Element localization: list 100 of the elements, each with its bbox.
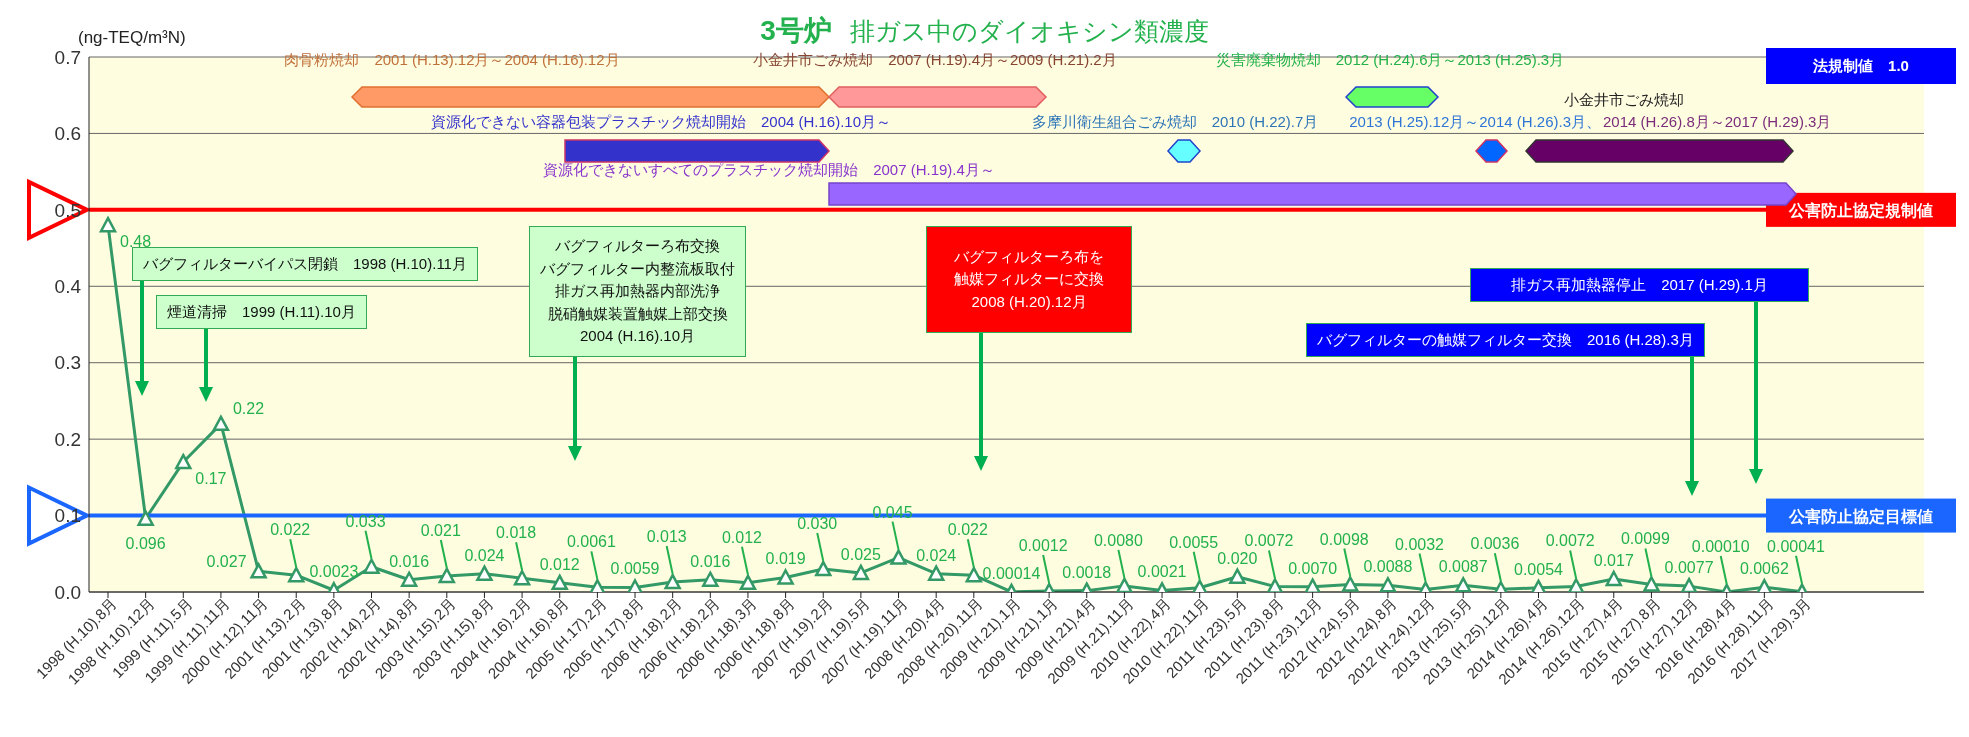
point <box>287 566 305 583</box>
y-tick-label: 0.2 <box>54 428 81 450</box>
data-label: 0.00014 <box>982 564 1041 582</box>
point <box>1567 578 1585 592</box>
ref-line-label: 公害防止協定規制値 <box>1788 200 1933 219</box>
point <box>1756 579 1773 592</box>
point <box>1680 577 1698 592</box>
note-box: バグフィルターろ布を 触媒フィルターに交換 2008 (H.20).12月 <box>926 226 1132 333</box>
data-label: 0.0059 <box>610 560 660 578</box>
point <box>852 564 870 581</box>
chart-title: 3号炉 排ガス中のダイオキシン類濃度 <box>760 15 1209 46</box>
data-label: 0.012 <box>721 528 763 546</box>
data-label: 0.025 <box>840 545 882 563</box>
y-tick-label: 0.4 <box>54 276 82 298</box>
point <box>965 566 983 583</box>
point <box>702 571 719 588</box>
y-axis-title: (ng-TEQ/m³N) <box>78 28 186 48</box>
data-label: 0.17 <box>195 470 227 488</box>
y-tick-label: 0.1 <box>54 505 81 527</box>
data-label: 0.00010 <box>1691 537 1750 555</box>
note-box: 法規制値 1.0 <box>1766 48 1956 84</box>
data-label: 0.019 <box>765 550 806 568</box>
annotation: 排ガス再加熱器内部洗浄 <box>555 281 720 302</box>
annotation: 肉骨粉焼却 2001 (H.13).12月～2004 (H.16).12月 <box>284 50 620 70</box>
point <box>664 573 681 590</box>
annotation: 脱硝触媒装置触媒上部交換 <box>547 303 728 324</box>
point <box>1454 577 1472 592</box>
data-label: 0.0032 <box>1395 535 1445 553</box>
annotation: 多摩川衛生組合ごみ焼却 2010 (H.22).7月 <box>1031 112 1319 132</box>
point <box>137 510 154 526</box>
point <box>175 453 192 470</box>
data-label: 0.0098 <box>1319 530 1369 548</box>
data-label: 0.012 <box>539 555 580 573</box>
point <box>551 574 568 591</box>
data-label: 0.0080 <box>1093 531 1143 549</box>
data-label: 0.0036 <box>1470 535 1520 553</box>
data-label: 0.0023 <box>309 563 359 581</box>
annotation: バグフィルター内整流板取付 <box>540 258 735 279</box>
point <box>1342 576 1359 592</box>
y-tick-label: 0.3 <box>54 352 81 374</box>
data-label: 0.00041 <box>1767 537 1826 555</box>
note-box: バグフィルターの触媒フィルター交換 2016 (H.28).3月 <box>1306 323 1705 357</box>
data-label: 0.0012 <box>1018 537 1068 555</box>
point <box>1379 577 1397 592</box>
annotation: 法規制値 1.0 <box>1813 55 1909 76</box>
point <box>1266 578 1284 592</box>
y-tick-label: 0.5 <box>54 199 81 221</box>
data-label: 0.016 <box>690 552 731 570</box>
data-label: 0.0055 <box>1169 533 1219 551</box>
point <box>99 216 117 233</box>
data-label: 0.22 <box>232 399 265 417</box>
data-label: 0.018 <box>496 524 537 542</box>
data-label: 0.024 <box>464 546 505 564</box>
annotation: 資源化できないすべてのプラスチック焼却開始 2007 (H.19).4月～ <box>543 160 995 180</box>
data-label: 0.017 <box>1593 552 1634 570</box>
point <box>814 560 832 577</box>
data-label: 0.022 <box>947 521 988 539</box>
annotation: 災害廃棄物焼却 2012 (H.24).6月～2013 (H.25).3月 <box>1215 50 1565 70</box>
point <box>739 574 757 591</box>
point <box>400 571 418 588</box>
data-label: 0.0087 <box>1438 558 1488 576</box>
data-label: 0.0072 <box>1244 532 1294 550</box>
y-tick-label: 0.6 <box>54 123 81 145</box>
data-label: 0.0061 <box>566 533 616 551</box>
data-label: 0.0070 <box>1288 559 1338 577</box>
point <box>1229 568 1246 584</box>
annotation: 小金井市ごみ焼却 2007 (H.19).4月～2009 (H.21).2月 <box>753 50 1117 70</box>
point <box>250 563 267 579</box>
annotation: 煙道清掃 1999 (H.11).10月 <box>167 301 356 322</box>
data-label: 0.0062 <box>1739 560 1789 578</box>
note-box: バグフィルターバイパス閉鎖 1998 (H.10).11月 <box>132 247 478 281</box>
data-label: 0.020 <box>1217 549 1258 567</box>
annotation: 触媒フィルターに交換 <box>954 269 1104 290</box>
annotation: 排ガス再加熱器停止 2017 (H.29).1月 <box>1511 274 1768 295</box>
note-box: 煙道清掃 1999 (H.11).10月 <box>156 295 367 329</box>
y-tick-label: 0.0 <box>54 581 81 603</box>
data-label: 0.0018 <box>1062 563 1112 581</box>
annotation: バグフィルターバイパス閉鎖 1998 (H.10).11月 <box>143 253 467 274</box>
point <box>927 565 945 581</box>
data-label: 0.022 <box>270 521 311 539</box>
point <box>363 558 380 575</box>
point <box>1605 570 1623 587</box>
point <box>1304 578 1321 592</box>
annotation: バグフィルターの触媒フィルター交換 2016 (H.28).3月 <box>1317 329 1694 350</box>
data-label: 0.021 <box>420 521 461 539</box>
data-label: 0.027 <box>206 553 247 571</box>
annotation: 小金井市ごみ焼却 <box>1564 90 1684 110</box>
annotation: 2014 (H.26).8月～2017 (H.29).3月 <box>1603 112 1832 132</box>
data-label: 0.0021 <box>1137 563 1187 581</box>
ref-line-label: 公害防止協定目標値 <box>1788 506 1933 525</box>
data-label: 0.016 <box>389 552 430 570</box>
data-label: 0.0072 <box>1545 532 1595 550</box>
note-box: 排ガス再加熱器停止 2017 (H.29).1月 <box>1470 268 1809 302</box>
annotation: 資源化できない容器包装プラスチック焼却開始 2004 (H.16).10月～ <box>430 112 892 132</box>
point <box>438 567 456 584</box>
data-label: 0.0054 <box>1514 560 1564 578</box>
annotation: バグフィルターろ布を <box>954 246 1104 267</box>
y-tick-label: 0.7 <box>54 46 81 68</box>
point <box>212 415 230 432</box>
point <box>777 569 794 585</box>
